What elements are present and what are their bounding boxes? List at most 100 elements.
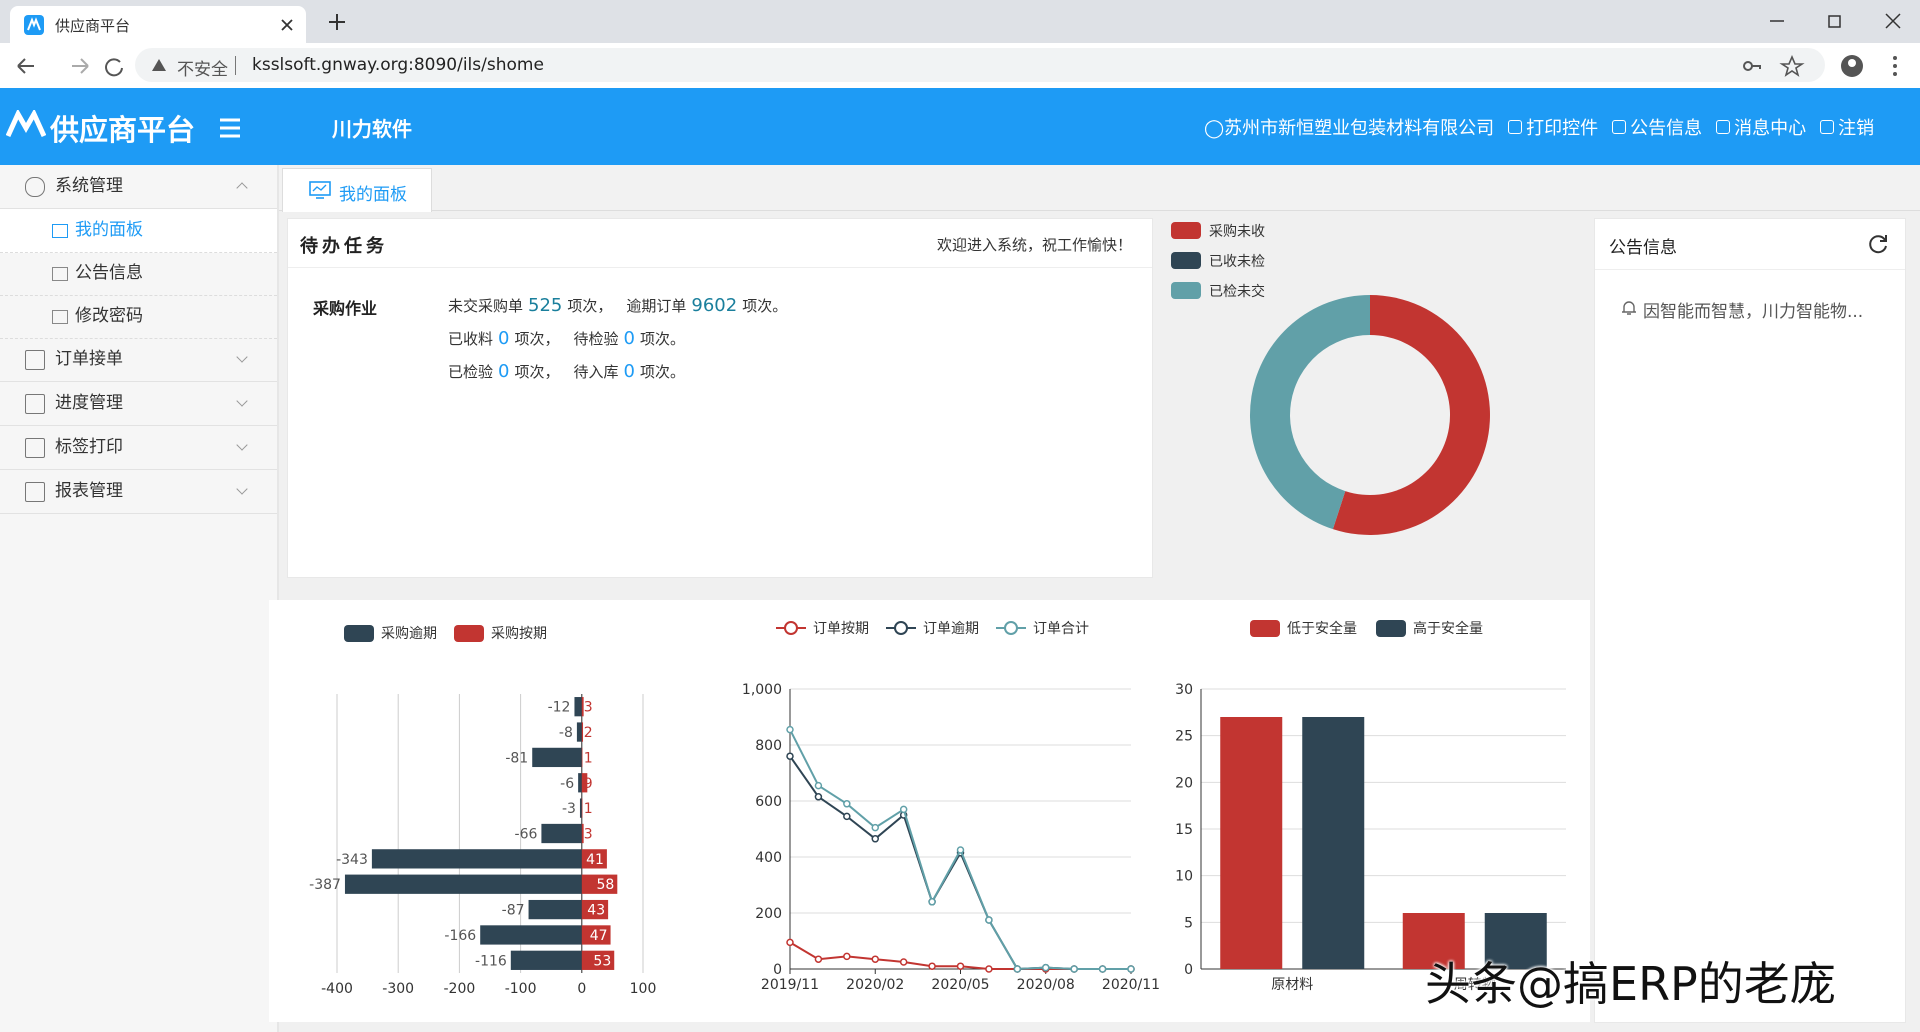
todo-count[interactable]: 525 [528, 295, 563, 316]
todo-count[interactable]: 9602 [691, 295, 738, 316]
point[interactable] [843, 812, 851, 821]
point[interactable] [899, 805, 908, 814]
bar[interactable] [581, 899, 609, 920]
legend-label[interactable]: 已检未交 [1209, 283, 1265, 300]
bar[interactable] [581, 950, 615, 970]
x-tick-label: 原材料 [1271, 977, 1313, 993]
bar[interactable] [576, 722, 582, 742]
bar[interactable] [581, 747, 583, 768]
y-tick-label: 400 [755, 850, 782, 866]
bar[interactable] [581, 773, 588, 793]
header-link[interactable]: 注销 [1820, 114, 1874, 140]
bar[interactable] [581, 722, 584, 742]
point[interactable] [814, 781, 823, 790]
menu-item[interactable]: 修改密码 [0, 295, 277, 339]
menu-group[interactable]: 系统管理 [0, 165, 277, 209]
point[interactable] [814, 955, 823, 963]
bar[interactable] [578, 773, 582, 793]
donut-segment[interactable] [1332, 295, 1490, 535]
point[interactable] [786, 938, 794, 947]
point[interactable] [1127, 965, 1135, 973]
bar[interactable] [581, 849, 607, 869]
user-link[interactable]: ◯苏州市新恒塑业包装材料有限公司 [1204, 118, 1495, 139]
point[interactable] [956, 846, 965, 854]
bar[interactable] [574, 697, 582, 717]
legend-label[interactable]: 采购逾期 [381, 626, 437, 642]
menu-group[interactable]: 标签打印 [0, 426, 277, 470]
todo-count[interactable]: 0 [498, 328, 510, 349]
profile-menu[interactable] [1838, 53, 1908, 79]
company-tab[interactable]: 川力软件 [332, 117, 412, 141]
bar[interactable] [581, 823, 584, 844]
point[interactable] [928, 962, 936, 970]
point[interactable] [814, 793, 823, 801]
point[interactable] [1042, 963, 1050, 972]
new-tab[interactable] [327, 12, 347, 32]
point[interactable] [928, 898, 936, 906]
y-tick-label: 600 [755, 794, 782, 810]
point[interactable] [871, 955, 879, 963]
point[interactable] [985, 916, 993, 924]
legend-label[interactable]: 采购按期 [491, 626, 547, 642]
legend-label[interactable]: 采购未收 [1209, 224, 1265, 240]
bar[interactable] [579, 798, 582, 818]
point[interactable] [956, 962, 965, 970]
point[interactable] [871, 835, 879, 843]
bar[interactable] [1220, 717, 1283, 969]
donut-segment[interactable] [1249, 295, 1370, 530]
legend-label[interactable]: 订单逾期 [923, 621, 979, 637]
tab-close[interactable] [280, 18, 294, 32]
menu-item[interactable]: 我的面板 [0, 209, 277, 253]
window-controls[interactable] [1760, 10, 1920, 32]
bar[interactable] [1402, 913, 1465, 969]
menu-group[interactable]: 订单接单 [0, 338, 277, 382]
refresh-button[interactable] [1867, 233, 1889, 255]
bar[interactable] [344, 874, 582, 894]
legend-label[interactable]: 低于安全量 [1287, 620, 1357, 637]
notice-item[interactable]: 因智能而智慧，川力智能物... [1643, 302, 1864, 322]
bar[interactable] [532, 747, 582, 768]
bar[interactable] [480, 925, 582, 945]
point[interactable] [786, 725, 794, 734]
bar[interactable] [371, 849, 582, 869]
bar[interactable] [541, 823, 582, 844]
bar[interactable] [528, 899, 582, 920]
point[interactable] [843, 800, 851, 808]
header-link[interactable]: 公告信息 [1612, 114, 1702, 140]
bar[interactable] [581, 874, 618, 894]
point[interactable] [1098, 965, 1107, 973]
todo-count[interactable]: 0 [623, 361, 635, 382]
legend-label[interactable]: 高于安全量 [1413, 620, 1483, 637]
point[interactable] [871, 823, 879, 832]
header-link[interactable]: 消息中心 [1716, 114, 1806, 140]
point[interactable] [1013, 965, 1022, 973]
bar[interactable] [581, 697, 584, 717]
point[interactable] [843, 952, 851, 961]
y-tick-label: 30 [1175, 682, 1193, 698]
menu-group[interactable]: 进度管理 [0, 382, 277, 426]
legend-label[interactable]: 订单合计 [1033, 621, 1089, 637]
bar[interactable] [1302, 717, 1365, 969]
menu-item[interactable]: 公告信息 [0, 252, 277, 296]
point[interactable] [985, 965, 993, 973]
header-link[interactable]: 打印控件 [1508, 114, 1598, 140]
bar[interactable] [581, 798, 583, 818]
bar[interactable] [510, 950, 582, 970]
page-tab[interactable]: 我的面板 [282, 168, 432, 212]
url-actions[interactable] [1740, 55, 1820, 77]
legend-label[interactable]: 已收未检 [1209, 254, 1265, 270]
point[interactable] [1070, 965, 1078, 973]
browser-tab[interactable]: 供应商平台 [10, 6, 306, 43]
url-field[interactable]: 不安全 ksslsoft.gnway.org:8090/ils/shome [135, 48, 1825, 82]
menu-toggle[interactable] [218, 117, 242, 139]
point[interactable] [786, 752, 794, 760]
todo-count[interactable]: 0 [623, 328, 635, 349]
nav-buttons[interactable] [14, 53, 124, 79]
bar[interactable] [1484, 913, 1547, 969]
todo-count[interactable]: 0 [498, 361, 510, 382]
data-label: 9 [584, 776, 593, 792]
menu-group[interactable]: 报表管理 [0, 470, 277, 514]
bar[interactable] [581, 925, 611, 945]
legend-label[interactable]: 订单按期 [813, 621, 869, 637]
point[interactable] [899, 958, 908, 966]
